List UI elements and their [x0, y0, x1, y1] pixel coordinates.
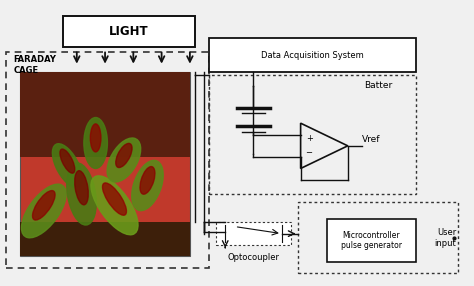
Text: Batter: Batter: [364, 81, 392, 90]
Ellipse shape: [91, 124, 101, 152]
Bar: [20, 72, 190, 157]
Bar: [20, 72, 190, 256]
Ellipse shape: [107, 138, 141, 182]
Bar: [209, 75, 416, 194]
Ellipse shape: [116, 143, 132, 168]
Text: User
input: User input: [434, 228, 456, 248]
Ellipse shape: [60, 149, 75, 173]
Text: Optocoupler: Optocoupler: [228, 253, 280, 263]
Text: +: +: [306, 134, 312, 143]
Text: LIGHT: LIGHT: [109, 25, 148, 38]
Ellipse shape: [75, 171, 88, 205]
Text: −: −: [306, 148, 312, 157]
Ellipse shape: [91, 176, 138, 235]
Ellipse shape: [33, 190, 55, 220]
Ellipse shape: [140, 166, 155, 194]
Ellipse shape: [102, 183, 127, 215]
Bar: [327, 219, 416, 262]
Bar: [298, 202, 458, 273]
Text: Data Acquisition System: Data Acquisition System: [261, 51, 364, 60]
Ellipse shape: [132, 160, 163, 210]
Ellipse shape: [67, 163, 96, 225]
Bar: [6, 52, 209, 268]
Text: Vref: Vref: [362, 135, 380, 144]
Ellipse shape: [84, 118, 108, 168]
Text: Microcontroller
pulse generator: Microcontroller pulse generator: [341, 231, 402, 251]
Bar: [216, 222, 291, 245]
Bar: [20, 222, 190, 256]
Bar: [63, 15, 195, 47]
Bar: [209, 38, 416, 72]
Ellipse shape: [52, 144, 82, 188]
Ellipse shape: [21, 184, 66, 238]
Text: FARADAY
CAGE: FARADAY CAGE: [13, 55, 56, 75]
